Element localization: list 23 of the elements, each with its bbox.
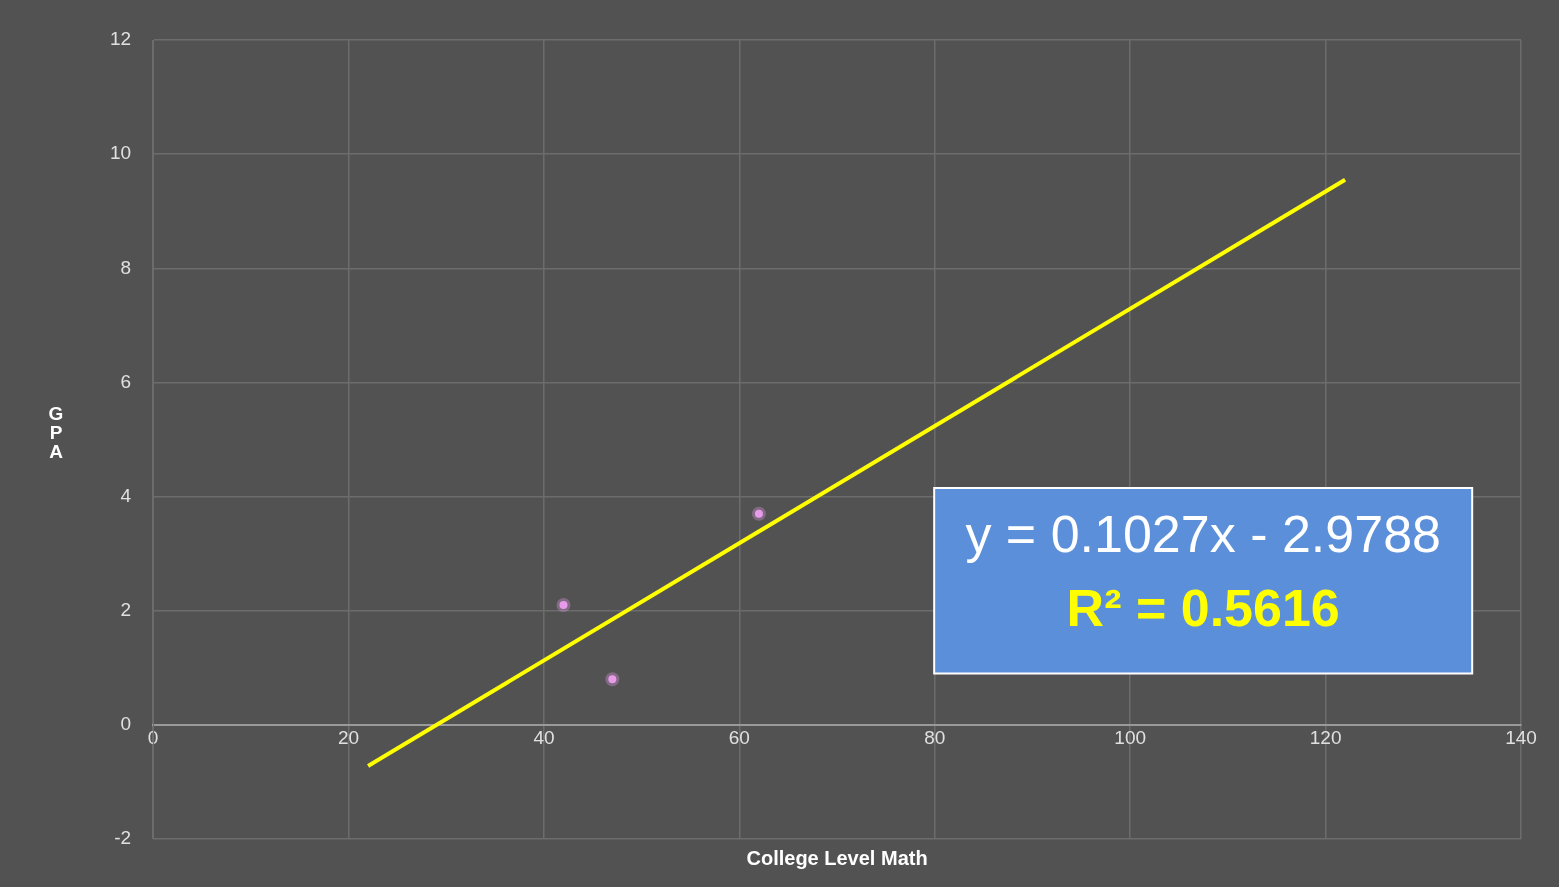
x-tick-label: 0 bbox=[147, 727, 159, 749]
y-tick-label: 2 bbox=[120, 598, 132, 620]
point bbox=[605, 672, 620, 687]
x-tick-label: 120 bbox=[1309, 727, 1342, 749]
x-tick-label: 60 bbox=[728, 727, 750, 749]
point bbox=[556, 598, 571, 613]
point bbox=[751, 506, 766, 521]
y-tick-label: 4 bbox=[120, 484, 132, 506]
y-axis-title: GPA bbox=[48, 402, 64, 462]
y-tick-label: 8 bbox=[120, 256, 132, 278]
y-tick-label: 10 bbox=[109, 142, 132, 164]
annotation: y = 0.1027x - 2.9788 bbox=[965, 505, 1441, 564]
x-tick-label: 80 bbox=[924, 727, 946, 749]
x-tick-label: 100 bbox=[1114, 727, 1147, 749]
y-tick-label: -2 bbox=[114, 827, 132, 849]
x-tick-label: 140 bbox=[1505, 727, 1537, 749]
annotation: R² = 0.5616 bbox=[1066, 579, 1340, 638]
x-axis-title: College Level Math bbox=[746, 846, 928, 869]
y-tick-label: 12 bbox=[109, 28, 132, 50]
x-tick-label: 20 bbox=[337, 727, 360, 749]
y-tick-label: 6 bbox=[120, 370, 132, 392]
x-tick-label: 40 bbox=[533, 727, 555, 749]
y-tick-label: 0 bbox=[120, 713, 132, 735]
